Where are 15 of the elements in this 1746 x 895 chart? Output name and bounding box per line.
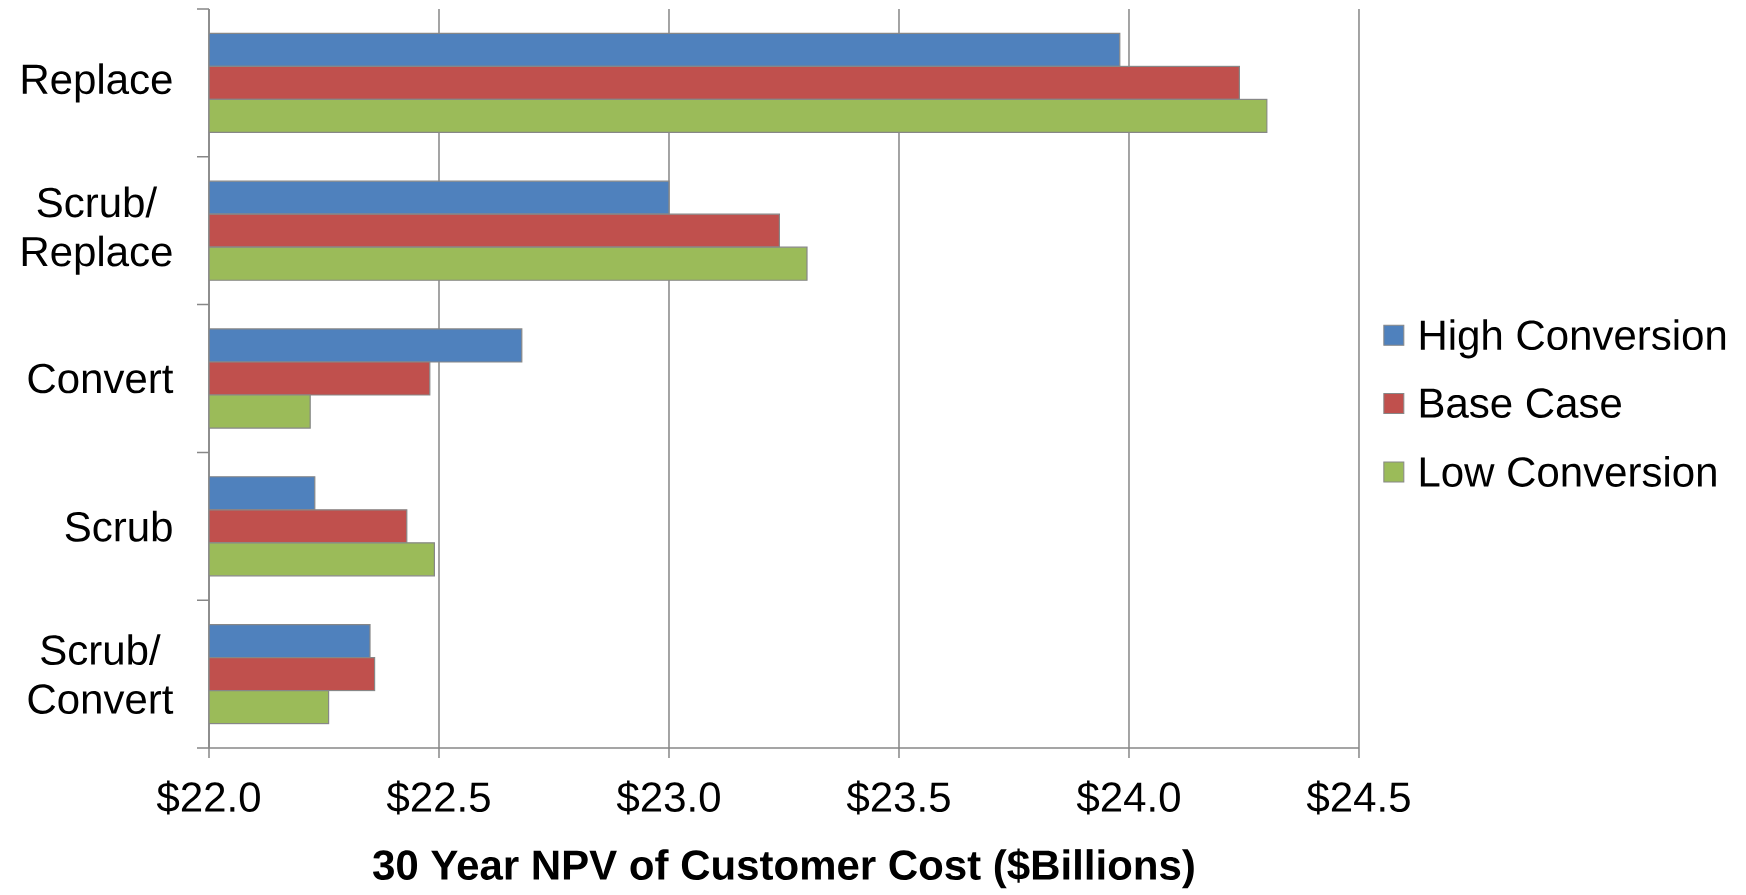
y-tick-label: Convert (28, 363, 174, 394)
y-tick-label: Scrub/ Replace (22, 186, 172, 275)
x-tick-label: $23.5 (846, 780, 950, 815)
legend-label: High Conversion (1420, 319, 1726, 359)
x-tick-label: $22.0 (156, 780, 260, 815)
legend-label: Low Conversion (1420, 456, 1716, 487)
y-tick-label: Replace (22, 63, 172, 103)
x-axis-title: 30 Year NPV of Customer Cost ($Billions) (373, 848, 1194, 889)
y-tick-label: Scrub (65, 510, 172, 542)
x-tick-label: $24.5 (1306, 780, 1410, 815)
x-tick-label: $23.0 (616, 780, 720, 815)
x-tick-label: $24.0 (1076, 780, 1180, 815)
x-tick-label: $22.5 (386, 780, 490, 815)
legend-label: Base Case (1420, 388, 1621, 418)
y-tick-label: Scrub/ Convert (28, 634, 174, 715)
